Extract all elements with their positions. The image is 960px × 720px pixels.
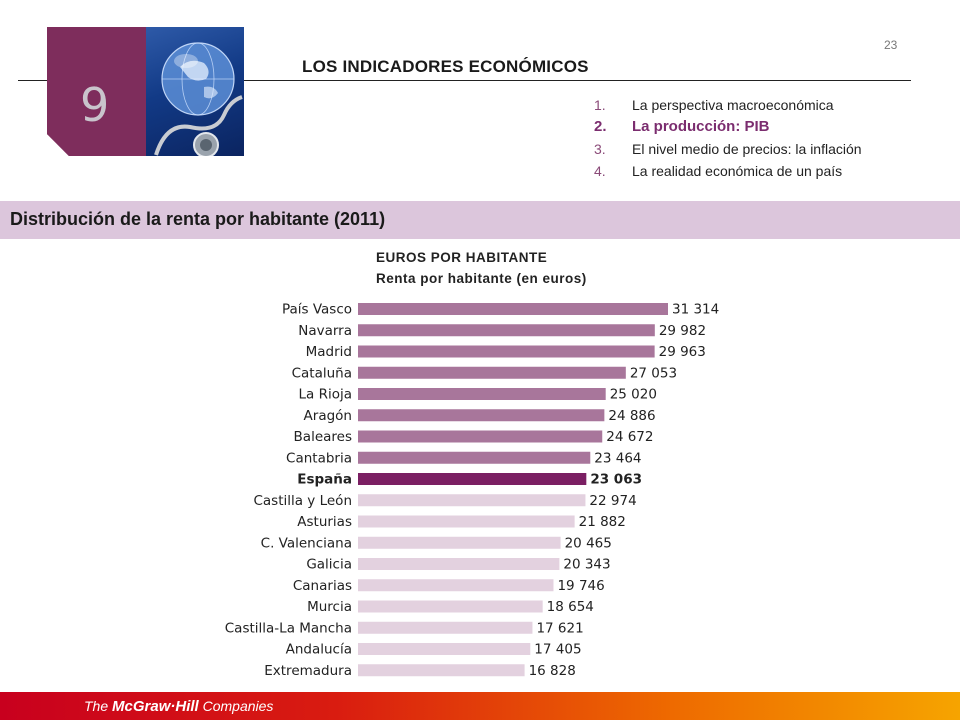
bar bbox=[358, 451, 591, 464]
category-label: España bbox=[297, 472, 352, 488]
category-label: País Vasco bbox=[282, 302, 352, 318]
bar bbox=[358, 558, 560, 570]
section-band: Distribución de la renta por habitante (… bbox=[0, 201, 960, 239]
bar bbox=[358, 621, 533, 634]
value-label: 31 314 bbox=[672, 302, 719, 318]
category-label: Asturias bbox=[297, 514, 352, 530]
category-label: Galicia bbox=[306, 557, 352, 573]
chart-subtitle: Renta por habitante (en euros) bbox=[376, 271, 587, 286]
bar bbox=[358, 366, 626, 379]
category-label: Cantabria bbox=[286, 450, 352, 466]
bar bbox=[358, 664, 525, 677]
category-label: La Rioja bbox=[299, 387, 353, 403]
category-label: Murcia bbox=[307, 599, 352, 615]
section-title: Distribución de la renta por habitante (… bbox=[10, 209, 386, 229]
bar bbox=[358, 494, 586, 507]
topic-item: 1. La perspectiva macroeconómica bbox=[594, 94, 862, 116]
category-label: Navarra bbox=[298, 323, 352, 339]
category-label: Extremadura bbox=[264, 663, 352, 679]
publisher-logo: The McGraw·Hill Companies bbox=[84, 698, 273, 715]
bar bbox=[358, 324, 655, 337]
value-label: 20 343 bbox=[563, 557, 610, 573]
globe-stethoscope-image bbox=[146, 27, 244, 156]
category-label: Aragón bbox=[304, 408, 352, 424]
bar bbox=[358, 473, 587, 485]
topic-label: La producción: PIB bbox=[632, 118, 770, 135]
bar bbox=[358, 600, 543, 613]
chapter-badge bbox=[47, 27, 146, 156]
topic-item: 3. El nivel medio de precios: la inflació… bbox=[594, 138, 862, 160]
topic-number: 3. bbox=[594, 141, 606, 157]
value-label: 18 654 bbox=[547, 599, 594, 615]
value-label: 27 053 bbox=[630, 365, 677, 381]
value-label: 17 621 bbox=[536, 620, 583, 636]
value-label: 16 828 bbox=[529, 663, 576, 679]
category-label: Baleares bbox=[294, 429, 352, 445]
globe-stethoscope-icon bbox=[154, 42, 243, 156]
category-label: C. Valenciana bbox=[261, 535, 352, 551]
value-label: 25 020 bbox=[610, 387, 657, 403]
header-rule bbox=[18, 80, 911, 81]
topic-number: 2. bbox=[594, 118, 607, 135]
value-label: 29 982 bbox=[659, 323, 706, 339]
value-label: 23 464 bbox=[594, 450, 641, 466]
bar bbox=[358, 643, 531, 655]
topic-label: La perspectiva macroeconómica bbox=[632, 97, 834, 113]
publisher-logo-prefix: The bbox=[84, 698, 113, 714]
topic-number: 4. bbox=[594, 163, 606, 179]
bar bbox=[358, 515, 575, 528]
topic-item: 2. La producción: PIB bbox=[594, 116, 862, 138]
category-label: Castilla y León bbox=[253, 493, 352, 509]
value-label: 22 974 bbox=[589, 493, 636, 509]
bar bbox=[358, 409, 605, 422]
value-label: 21 882 bbox=[579, 514, 626, 530]
value-label: 23 063 bbox=[590, 472, 642, 488]
publisher-logo-brand: McGraw·Hill bbox=[112, 698, 199, 715]
chapter-title: LOS INDICADORES ECONÓMICOS bbox=[302, 57, 589, 76]
value-label: 20 465 bbox=[565, 535, 612, 551]
category-label: Andalucía bbox=[286, 642, 352, 658]
category-label: Canarias bbox=[293, 578, 352, 594]
topic-item: 4. La realidad económica de un país bbox=[594, 160, 862, 182]
topic-label: La realidad económica de un país bbox=[632, 163, 843, 179]
topic-label: El nivel medio de precios: la inflación bbox=[632, 141, 862, 157]
topic-number: 1. bbox=[594, 97, 606, 113]
page-number: 23 bbox=[884, 38, 898, 52]
bar bbox=[358, 303, 668, 315]
bar bbox=[358, 345, 655, 358]
bar bbox=[358, 536, 561, 549]
category-label: Cataluña bbox=[292, 365, 352, 381]
bar bbox=[358, 388, 606, 400]
footer-bar: The McGraw·Hill Companies bbox=[0, 692, 960, 720]
publisher-logo-suffix: Companies bbox=[198, 698, 274, 714]
chart-title: EUROS POR HABITANTE bbox=[376, 250, 548, 265]
value-label: 24 672 bbox=[606, 429, 653, 445]
topic-list: 1. La perspectiva macroeconómica 2. La prod… bbox=[594, 94, 862, 182]
value-label: 24 886 bbox=[608, 408, 655, 424]
bar bbox=[358, 579, 554, 592]
category-label: Castilla-La Mancha bbox=[225, 620, 352, 636]
value-label: 17 405 bbox=[534, 642, 581, 658]
value-label: 29 963 bbox=[659, 344, 706, 360]
value-label: 19 746 bbox=[557, 578, 604, 594]
chapter-number: 9 bbox=[80, 78, 110, 132]
bar bbox=[358, 430, 603, 443]
category-label: Madrid bbox=[306, 344, 352, 360]
